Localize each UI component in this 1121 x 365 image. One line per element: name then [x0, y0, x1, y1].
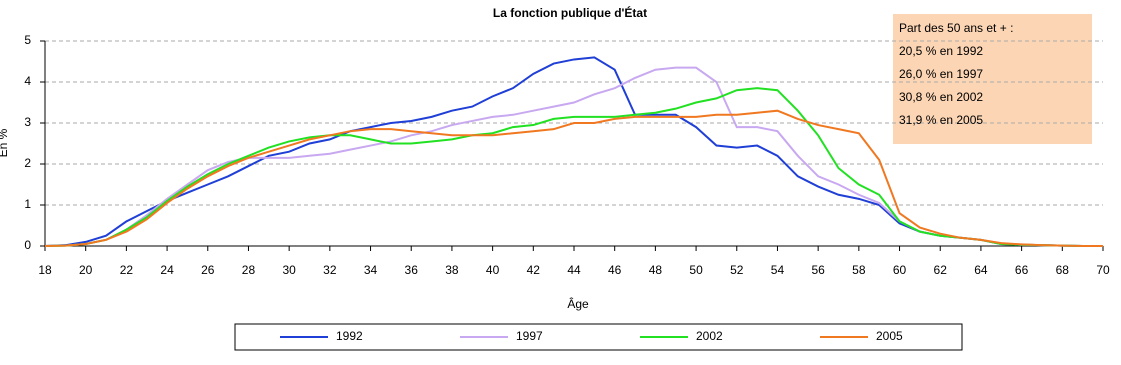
x-tick-label: 44	[567, 263, 581, 277]
x-axis-label: Âge	[567, 296, 589, 311]
annotation-line: 26,0 % en 1997	[899, 67, 983, 81]
legend-label: 2005	[876, 329, 903, 343]
x-tick-label: 50	[689, 263, 703, 277]
x-tick-label: 24	[160, 263, 174, 277]
x-tick-label: 58	[852, 263, 866, 277]
y-axis-label: En %	[0, 128, 10, 157]
x-tick-label: 28	[242, 263, 256, 277]
x-tick-label: 18	[38, 263, 52, 277]
annotation-line: 20,5 % en 1992	[899, 44, 983, 58]
legend-label: 1992	[336, 329, 363, 343]
x-tick-label: 70	[1096, 263, 1110, 277]
annotation-box	[893, 14, 1092, 144]
series-line	[44, 87, 1103, 247]
x-tick-label: 38	[445, 263, 459, 277]
y-tick-label: 0	[24, 238, 31, 252]
x-tick-label: 64	[974, 263, 988, 277]
legend-label: 2002	[696, 329, 723, 343]
annotation-line: 31,9 % en 2005	[899, 113, 983, 127]
x-tick-label: 46	[608, 263, 622, 277]
chart-title: La fonction publique d'État	[493, 5, 647, 20]
y-tick-label: 4	[24, 74, 31, 88]
y-tick-label: 5	[24, 33, 31, 47]
x-tick-label: 52	[730, 263, 744, 277]
x-tick-label: 48	[649, 263, 663, 277]
x-tick-label: 30	[282, 263, 296, 277]
annotation-line: 30,8 % en 2002	[899, 90, 983, 104]
x-tick-label: 42	[527, 263, 541, 277]
series-line	[44, 109, 1103, 247]
x-tick-label: 26	[201, 263, 215, 277]
y-tick-label: 1	[24, 197, 31, 211]
x-tick-label: 60	[893, 263, 907, 277]
legend-label: 1997	[516, 329, 543, 343]
x-tick-label: 66	[1015, 263, 1029, 277]
x-tick-label: 20	[79, 263, 93, 277]
x-tick-label: 22	[120, 263, 134, 277]
x-tick-label: 40	[486, 263, 500, 277]
x-tick-label: 32	[323, 263, 337, 277]
y-tick-label: 2	[24, 156, 31, 170]
x-tick-label: 62	[934, 263, 948, 277]
x-tick-label: 54	[771, 263, 785, 277]
x-tick-label: 34	[364, 263, 378, 277]
x-tick-label: 36	[405, 263, 419, 277]
y-tick-label: 3	[24, 115, 31, 129]
annotation-line: Part des 50 ans et + :	[899, 21, 1013, 35]
x-tick-label: 56	[811, 263, 825, 277]
x-tick-label: 68	[1056, 263, 1070, 277]
